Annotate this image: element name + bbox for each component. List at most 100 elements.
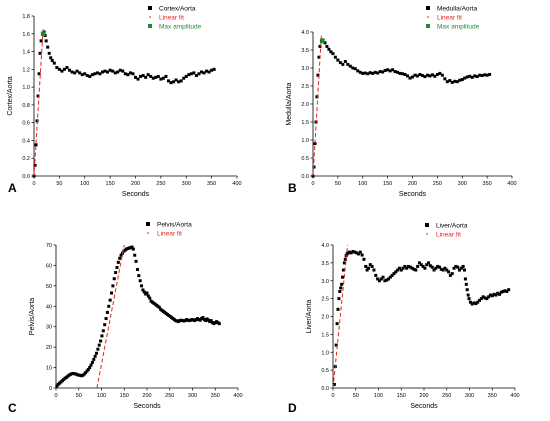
data-point xyxy=(157,305,161,309)
data-point xyxy=(358,70,362,74)
data-point xyxy=(414,268,418,272)
data-point xyxy=(342,261,346,265)
data-point xyxy=(392,272,396,276)
data-point xyxy=(403,72,407,76)
data-point xyxy=(376,277,380,281)
data-point xyxy=(133,253,137,257)
y-tick-label: 30 xyxy=(46,325,52,331)
data-point xyxy=(485,73,489,77)
data-point xyxy=(135,268,139,272)
y-tick-label: 10 xyxy=(46,366,52,372)
data-point xyxy=(332,382,336,386)
data-point xyxy=(363,71,367,75)
data-point xyxy=(116,70,120,74)
data-point xyxy=(441,268,445,272)
x-tick-label: 0 xyxy=(32,181,35,187)
legend: Pelvis/Aorta Linear fit xyxy=(146,221,192,237)
y-tick-label: 0.0 xyxy=(22,174,30,180)
max-amplitude-point xyxy=(320,38,325,44)
data-point xyxy=(209,319,213,323)
y-tick-label: 0 xyxy=(49,386,52,392)
data-point xyxy=(99,339,103,343)
data-point xyxy=(465,75,469,79)
legend-label: Pelvis/Aorta xyxy=(157,221,192,228)
panel-letter: B xyxy=(288,181,297,195)
data-point xyxy=(212,67,216,71)
data-point xyxy=(161,76,165,80)
data-point xyxy=(435,72,439,76)
x-tick-label: 50 xyxy=(56,181,62,187)
y-axis-title: Liver/Aorta xyxy=(306,299,313,333)
data-point xyxy=(62,67,66,71)
max-amplitude-point xyxy=(40,31,46,37)
data-point xyxy=(507,288,511,292)
y-tick-label: 1.0 xyxy=(22,85,30,91)
data-point xyxy=(98,72,102,76)
data-point xyxy=(336,58,340,62)
y-tick-label: 0.2 xyxy=(22,156,30,162)
y-tick-label: 0.6 xyxy=(22,121,30,127)
data-point xyxy=(33,163,37,167)
data-point xyxy=(459,266,463,270)
data-point xyxy=(169,81,173,85)
data-point xyxy=(334,343,338,347)
data-point xyxy=(385,278,389,282)
x-tick-label: 150 xyxy=(106,181,115,187)
data-point xyxy=(118,68,122,72)
data-point xyxy=(485,297,489,301)
data-point xyxy=(146,73,150,77)
y-tick-label: 1.2 xyxy=(22,67,30,73)
data-point xyxy=(496,291,500,295)
data-point xyxy=(376,71,380,75)
panel-C: 0 50 100 150 200 250 300 350 400 0 10 20 30 40 50 60 70 S… xyxy=(8,221,243,415)
legend: Cortex/Aorta Linear fit Max amplitude xyxy=(148,5,202,30)
data-point xyxy=(84,371,88,375)
data-point xyxy=(371,71,375,75)
data-point xyxy=(423,75,427,79)
data-point xyxy=(204,319,208,323)
data-point xyxy=(401,72,405,76)
x-tick-label: 200 xyxy=(131,181,140,187)
y-tick-label: 0.8 xyxy=(22,103,30,109)
data-point xyxy=(86,368,90,372)
data-point xyxy=(80,73,84,77)
x-tick-label: 300 xyxy=(465,393,474,399)
y-tick-label: 3.5 xyxy=(301,48,309,54)
y-tick-label: 2.0 xyxy=(301,102,309,108)
panel-D: 0 50 100 150 200 250 300 350 400 0.0 0.5 1.0 1.5 2.0 2… xyxy=(288,222,520,415)
data-point xyxy=(112,277,116,281)
data-point xyxy=(360,253,364,257)
x-tick-label: 100 xyxy=(374,393,383,399)
x-tick-label: 150 xyxy=(397,393,406,399)
data-point xyxy=(189,72,193,76)
legend-label: Liver/Aorta xyxy=(436,222,468,229)
data-point xyxy=(356,252,360,256)
x-tick-label: 100 xyxy=(80,181,89,187)
legend-label: Cortex/Aorta xyxy=(159,5,196,12)
data-point xyxy=(443,266,447,270)
data-point xyxy=(396,268,400,272)
data-point xyxy=(430,265,434,269)
y-tick-label: 3.0 xyxy=(301,66,309,72)
data-point xyxy=(351,66,355,70)
data-point xyxy=(505,289,509,293)
data-point xyxy=(198,318,202,322)
data-point xyxy=(131,247,135,251)
data-point xyxy=(103,69,107,73)
x-tick-label: 150 xyxy=(383,181,392,187)
data-point xyxy=(123,72,127,76)
y-axis-title: Medulla/Aorta xyxy=(286,82,293,125)
data-point xyxy=(498,292,502,296)
data-point xyxy=(475,75,479,79)
data-point xyxy=(126,73,130,77)
data-point xyxy=(111,69,115,73)
data-point xyxy=(202,71,206,75)
x-tick-label: 100 xyxy=(358,181,367,187)
data-point xyxy=(462,268,466,272)
data-point xyxy=(468,74,472,78)
data-point xyxy=(353,67,357,71)
y-tick-label: 0.5 xyxy=(301,156,309,162)
data-point xyxy=(368,263,372,267)
x-tick-label: 400 xyxy=(232,181,241,187)
data-point xyxy=(164,74,168,78)
